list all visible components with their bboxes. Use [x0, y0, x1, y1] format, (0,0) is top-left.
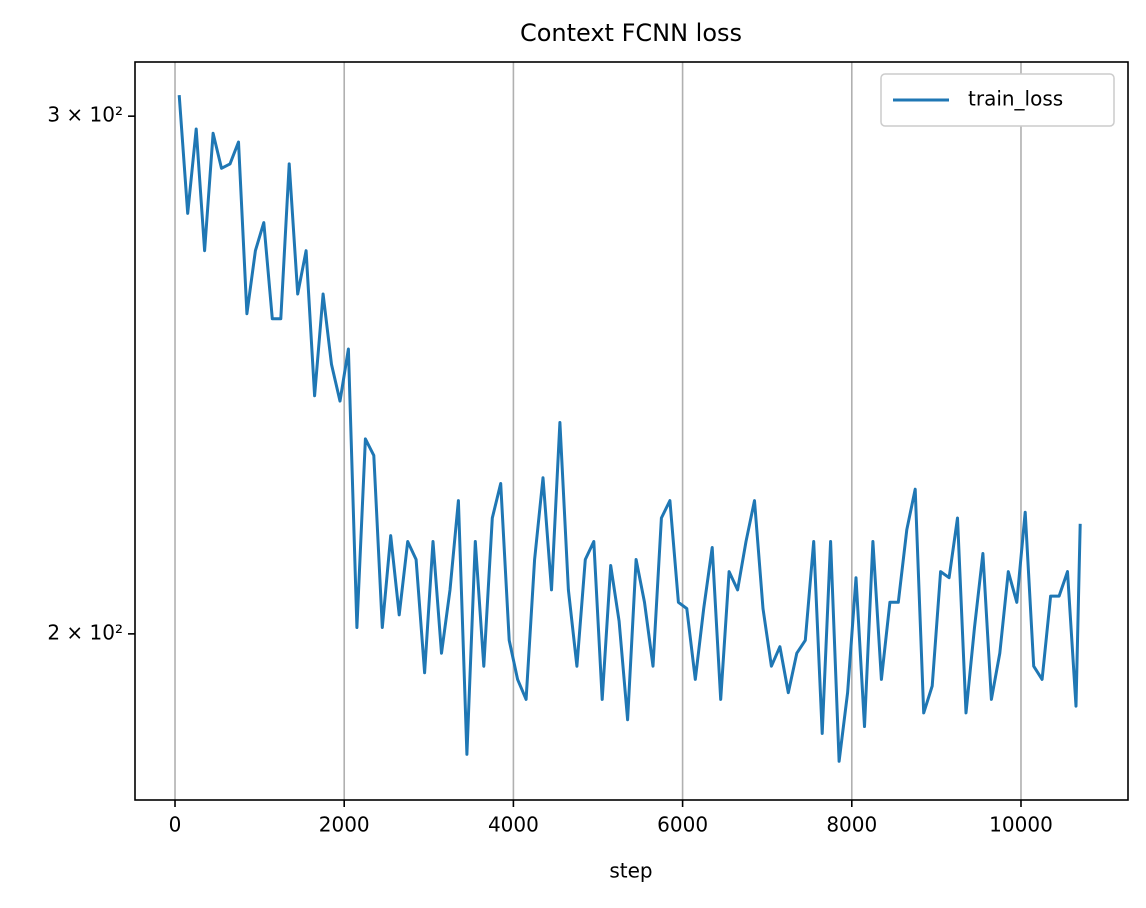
legend-box: [880, 73, 1115, 127]
x-tick-label: 8000: [826, 813, 877, 837]
legend-label: train_loss: [968, 87, 1063, 111]
x-tick-label: 4000: [488, 813, 539, 837]
x-tick-label: 6000: [657, 813, 708, 837]
x-tick-label: 10000: [989, 813, 1053, 837]
plot-frame: [134, 61, 1129, 801]
line: [177, 94, 1082, 763]
x-axis-label: step: [609, 859, 652, 883]
x-tick-label: 0: [169, 813, 182, 837]
x-tick-label: 2000: [319, 813, 370, 837]
y-tick-label: 2 × 10²: [47, 620, 123, 644]
chart-title: Context FCNN loss: [520, 19, 742, 47]
y-tick-label: 3 × 10²: [47, 103, 123, 127]
